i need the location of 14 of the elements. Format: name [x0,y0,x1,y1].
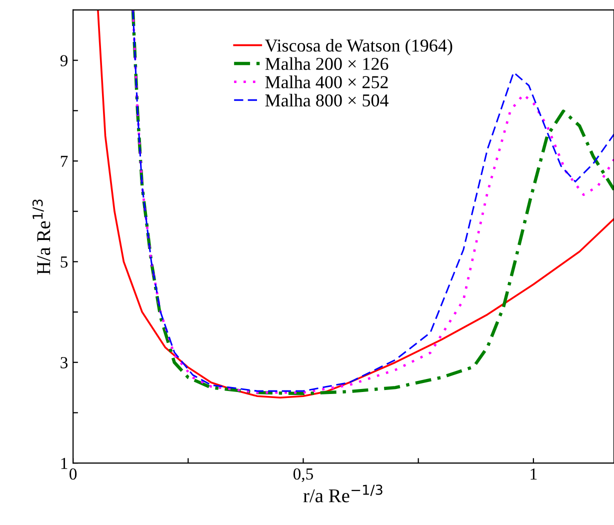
x-tick-label: 1 [530,468,537,480]
y-axis-title: H/a Re$^{1/3}$ [32,200,50,275]
x-tick-label: 0,5 [293,468,314,482]
legend-label: Malha 200 × 126 [265,57,388,70]
x-axis-title: r/a Re$^{−1/3}$ [303,484,382,502]
y-tick-label: 1 [61,458,68,469]
x-tick-label: 0 [70,468,77,480]
legend-label: Viscosa de Watson (1964) [264,38,452,56]
legend-label: Malha 400 × 252 [265,76,388,88]
y-tick-label: 3 [60,357,68,368]
y-tick-label: 5 [60,256,68,268]
y-tick-label: 7 [60,156,68,167]
y-tick-label: 9 [60,55,68,66]
legend-label: Malha 800 × 504 [265,94,389,107]
